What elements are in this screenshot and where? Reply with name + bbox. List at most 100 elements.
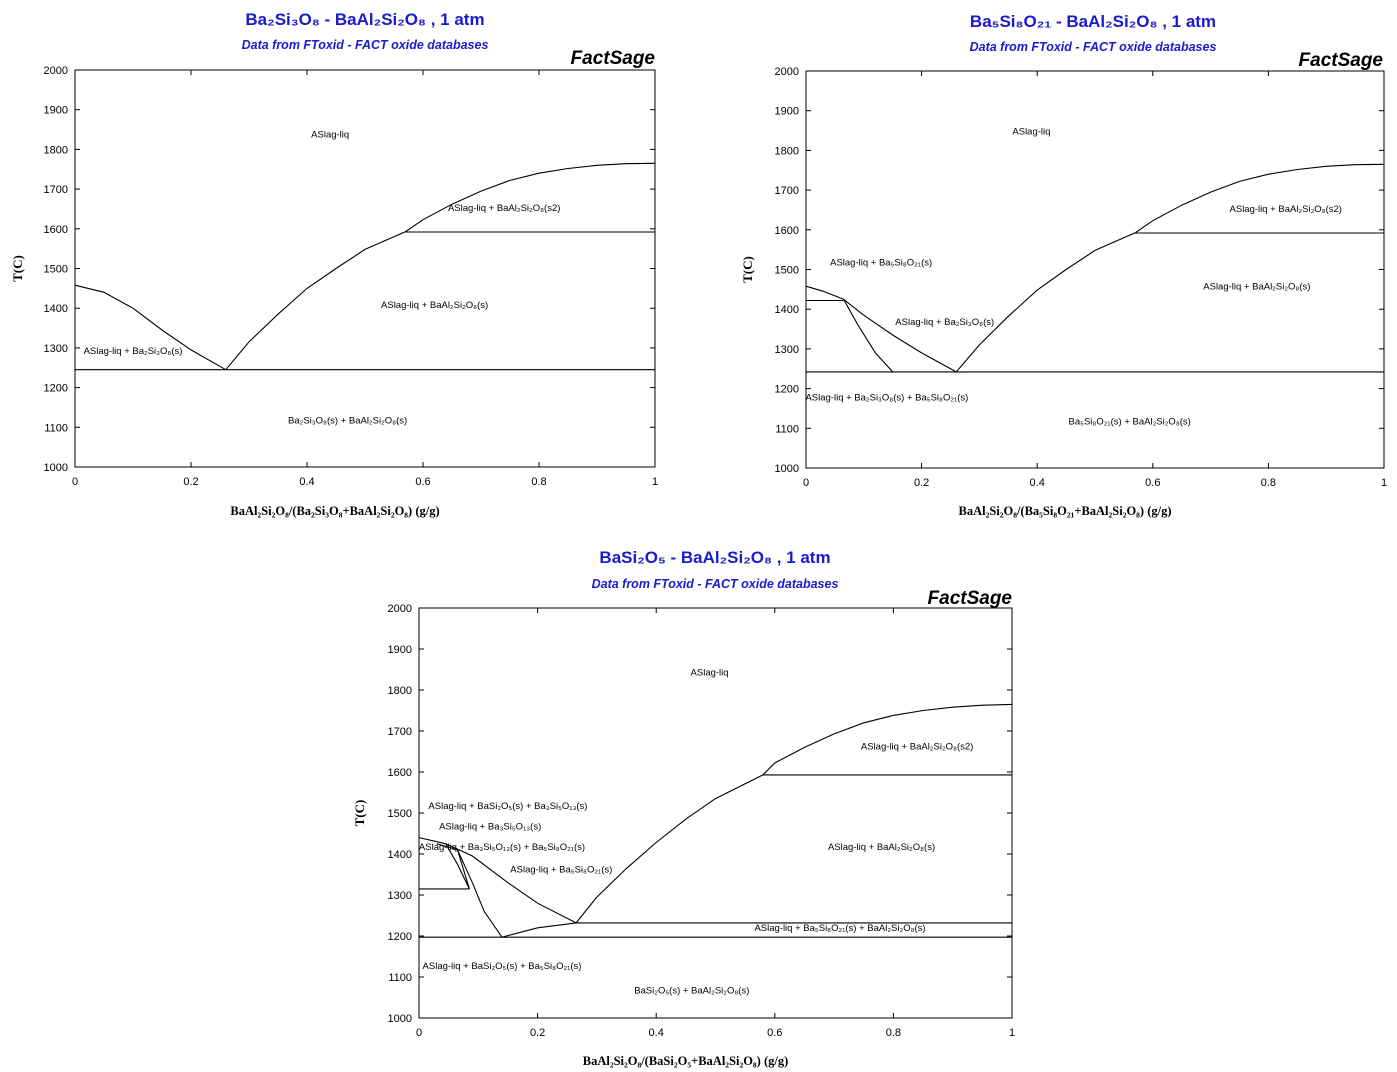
y-tick-label: 1400 <box>44 303 68 315</box>
plot-frame <box>74 69 656 468</box>
x-axis-label: BaAl₂Si₂O₈/(Ba₂Si₃O₈+BaAl₂Si₂O₈) (g/g) <box>230 504 439 518</box>
phase-boundary-1 <box>805 285 844 300</box>
x-tick-label: 0 <box>416 1027 422 1039</box>
y-tick-label: 1700 <box>388 726 412 738</box>
y-tick-label: 1900 <box>388 644 412 656</box>
chart-title: Ba₅Si₈O₂₁ - BaAl₂Si₂O₈ , 1 atm <box>970 12 1216 31</box>
region-label-5: ASlag-liq + Ba₃Si₅O₁₃(s) + Ba₅Si₈O₂₁(s) <box>419 842 585 853</box>
region-label-5: ASlag-liq + Ba₂Si₃O₈(s) <box>895 317 994 328</box>
y-tick-label: 1700 <box>44 184 68 196</box>
y-tick-label: 1300 <box>775 344 799 356</box>
y-tick-label: 1300 <box>44 343 68 355</box>
phase-boundary-1 <box>418 837 446 845</box>
y-tick-label: 1800 <box>388 685 412 697</box>
phase-boundary-2 <box>225 162 656 371</box>
region-label-3: ASlag-liq + BaSi₂O₅(s) + Ba₃Si₅O₁₃(s) <box>428 801 587 812</box>
phase-boundary-4 <box>955 163 1385 373</box>
region-label-10: BaSi₂O₅(s) + BaAl₂Si₂O₈(s) <box>634 985 749 996</box>
factsage-brand: FactSage <box>1299 50 1384 71</box>
y-tick-label: 1700 <box>775 185 799 197</box>
x-tick-label: 0.2 <box>183 476 198 488</box>
phase-boundary-5 <box>456 849 503 938</box>
y-tick-label: 1000 <box>44 462 68 474</box>
y-tick-label: 1200 <box>388 931 412 943</box>
y-tick-label: 1300 <box>388 890 412 902</box>
region-label-1: ASlag-liq <box>691 668 729 679</box>
y-tick-label: 1800 <box>44 144 68 156</box>
region-label-1: ASlag-liq <box>1012 127 1050 138</box>
region-label-2: ASlag-liq + BaAl₂Si₂O₈(s2) <box>861 741 973 752</box>
x-tick-label: 0.4 <box>649 1027 664 1039</box>
y-axis-label: T(C) <box>352 800 367 827</box>
x-tick-label: 0 <box>803 477 809 489</box>
y-tick-label: 1500 <box>44 264 68 276</box>
phase-boundary-2 <box>843 298 957 373</box>
x-tick-label: 0.4 <box>1030 477 1045 489</box>
x-tick-label: 0.2 <box>530 1027 545 1039</box>
region-label-4: ASlag-liq + Ba₂Si₃O₈(s) <box>84 346 183 357</box>
region-label-9: ASlag-liq + BaSi₂O₅(s) + Ba₅Si₈O₂₁(s) <box>423 961 582 972</box>
y-tick-label: 1400 <box>775 304 799 316</box>
y-tick-label: 1500 <box>388 808 412 820</box>
y-tick-label: 1900 <box>775 106 799 118</box>
x-tick-label: 1 <box>1381 477 1387 489</box>
chart-subtitle: Data from FToxid - FACT oxide databases <box>592 577 839 591</box>
chart-1: Ba₂Si₃O₈ - BaAl₂Si₂O₈ , 1 atm Data from F… <box>10 10 658 518</box>
region-label-4: ASlag-liq + BaAl₂Si₂O₈(s) <box>1203 281 1310 292</box>
x-tick-label: 1 <box>1009 1027 1015 1039</box>
chart-subtitle: Data from FToxid - FACT oxide databases <box>242 38 489 52</box>
region-label-6: ASlag-liq + Ba₂Si₃O₈(s) + Ba₅Si₈O₂₁(s) <box>805 393 968 404</box>
y-axis-label: T(C) <box>740 256 755 283</box>
phase-boundary-1 <box>74 284 227 371</box>
region-label-2: ASlag-liq + BaAl₂Si₂O₈(s2) <box>448 203 560 214</box>
factsage-brand: FactSage <box>928 588 1013 609</box>
x-tick-label: 0.6 <box>767 1027 782 1039</box>
phase-boundary-2 <box>445 843 470 890</box>
region-label-3: ASlag-liq + BaAl₂Si₂O₈(s) <box>381 300 488 311</box>
y-tick-label: 1200 <box>775 384 799 396</box>
x-tick-label: 0.6 <box>415 476 430 488</box>
chart-title: Ba₂Si₃O₈ - BaAl₂Si₂O₈ , 1 atm <box>245 10 484 29</box>
region-label-7: ASlag-liq + Ba₅Si₈O₂₁(s) <box>510 864 612 875</box>
y-tick-label: 2000 <box>388 603 412 615</box>
x-axis-label: BaAl₂Si₂O₈/(Ba₅Si₈O₂₁+BaAl₂Si₂O₈) (g/g) <box>958 504 1171 518</box>
x-tick-label: 0.2 <box>914 477 929 489</box>
y-axis-label: T(C) <box>10 255 25 282</box>
y-tick-label: 2000 <box>775 66 799 78</box>
x-axis-label: BaAl₂Si₂O₈/(BaSi₂O₅+BaAl₂Si₂O₈) (g/g) <box>583 1054 789 1068</box>
phase-boundary-6 <box>501 922 577 938</box>
factsage-brand: FactSage <box>571 48 656 69</box>
y-tick-label: 1100 <box>775 423 799 435</box>
chart-3: BaSi₂O₅ - BaAl₂Si₂O₈ , 1 atm Data from FT… <box>352 548 1015 1068</box>
y-tick-label: 1100 <box>44 422 68 434</box>
y-tick-label: 1400 <box>388 849 412 861</box>
y-tick-label: 1800 <box>775 145 799 157</box>
chart-title: BaSi₂O₅ - BaAl₂Si₂O₈ , 1 atm <box>599 548 830 567</box>
y-tick-label: 1600 <box>775 225 799 237</box>
phase-boundary-7 <box>575 703 1013 924</box>
x-tick-label: 0.6 <box>1145 477 1160 489</box>
x-tick-label: 0 <box>72 476 78 488</box>
phase-boundary-3 <box>843 299 894 373</box>
y-tick-label: 1000 <box>388 1013 412 1025</box>
x-tick-label: 0.4 <box>299 476 314 488</box>
y-tick-label: 1000 <box>775 463 799 475</box>
region-label-5: Ba₂Si₃O₈(s) + BaAl₂Si₂O₈(s) <box>288 415 407 426</box>
region-label-1: ASlag-liq <box>311 129 349 140</box>
plot-frame <box>805 70 1385 469</box>
region-label-3: ASlag-liq + Ba₅Si₈O₂₁(s) <box>830 258 932 269</box>
region-label-8: ASlag-liq + Ba₅Si₈O₂₁(s) + BaAl₂Si₂O₈(s) <box>754 923 925 934</box>
y-tick-label: 1500 <box>775 265 799 277</box>
x-tick-label: 1 <box>652 476 658 488</box>
chart-2: Ba₅Si₈O₂₁ - BaAl₂Si₂O₈ , 1 atm Data from … <box>740 12 1387 518</box>
x-tick-label: 0.8 <box>531 476 546 488</box>
y-tick-label: 1100 <box>388 972 412 984</box>
region-label-4: ASlag-liq + Ba₃Si₅O₁₃(s) <box>439 821 541 832</box>
y-tick-label: 1200 <box>44 383 68 395</box>
region-label-2: ASlag-liq + BaAl₂Si₂O₈(s2) <box>1230 204 1342 215</box>
y-tick-label: 2000 <box>44 65 68 77</box>
x-tick-label: 0.8 <box>1261 477 1276 489</box>
x-tick-label: 0.8 <box>886 1027 901 1039</box>
region-label-7: Ba₅Si₈O₂₁(s) + BaAl₂Si₂O₈(s) <box>1069 416 1191 427</box>
